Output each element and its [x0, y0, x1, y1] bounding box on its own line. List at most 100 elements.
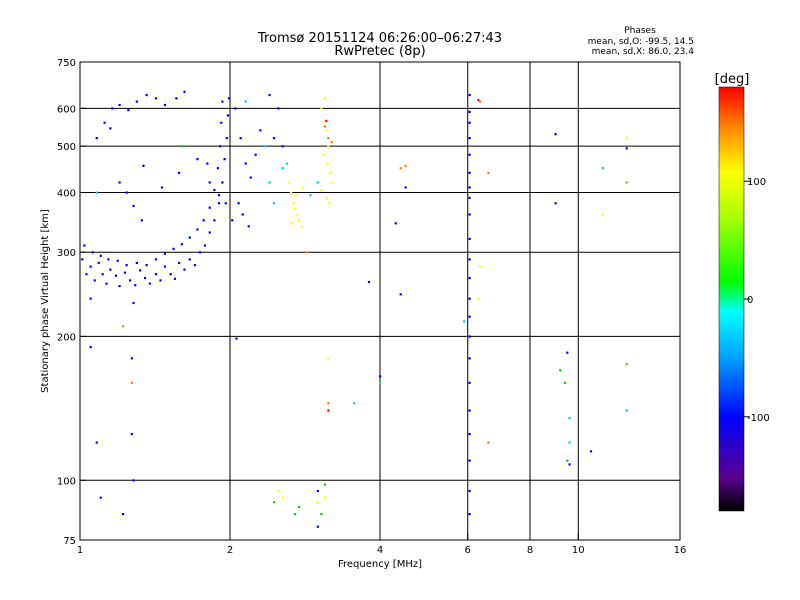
data-point — [263, 145, 267, 148]
data-point — [281, 145, 284, 148]
data-point — [301, 186, 305, 189]
data-point — [323, 496, 327, 499]
phases-stats-o: mean, sd,O: -99.5, 14.5 — [588, 37, 694, 47]
data-point — [625, 137, 628, 140]
data-point — [259, 129, 262, 132]
data-point — [399, 167, 402, 170]
data-point — [154, 258, 158, 261]
data-point — [142, 164, 145, 167]
data-point — [188, 258, 191, 261]
data-point — [154, 273, 158, 276]
x-tick-label: 2 — [227, 545, 233, 556]
data-point — [322, 153, 325, 156]
data-point — [89, 297, 92, 300]
data-point — [220, 121, 223, 124]
data-point — [566, 351, 569, 354]
data-point — [105, 282, 108, 285]
data-point — [477, 98, 480, 102]
x-tick-label: 10 — [572, 545, 585, 556]
data-point — [468, 171, 471, 174]
data-point — [206, 162, 209, 165]
data-point — [140, 219, 143, 222]
data-point — [130, 381, 133, 384]
grid-lines — [80, 62, 680, 540]
data-point — [330, 181, 333, 184]
data-point — [277, 107, 280, 110]
data-point — [122, 325, 125, 328]
data-point — [468, 137, 471, 140]
data-point — [463, 320, 466, 323]
data-point — [468, 409, 471, 412]
data-point — [367, 280, 371, 284]
data-point — [221, 100, 224, 103]
data-point — [183, 268, 186, 271]
y-tick-label: 600 — [57, 104, 76, 115]
data-point — [177, 261, 181, 265]
x-tick-label: 1 — [77, 545, 83, 556]
data-point — [394, 222, 397, 225]
data-point — [568, 441, 571, 444]
data-point — [135, 100, 138, 103]
data-point — [305, 251, 308, 254]
data-point — [323, 97, 327, 100]
data-point — [468, 513, 471, 516]
colorbar-tick-label: 100 — [747, 177, 766, 188]
data-point — [468, 297, 471, 300]
data-point — [183, 90, 186, 93]
x-tick-label: 4 — [377, 545, 383, 556]
data-point — [309, 194, 312, 197]
data-point — [404, 186, 407, 189]
data-point — [107, 258, 110, 261]
data-point — [135, 261, 138, 265]
data-point — [217, 194, 221, 197]
data-point — [379, 381, 382, 384]
data-point — [159, 279, 162, 282]
data-point — [103, 121, 106, 124]
data-point — [132, 301, 135, 305]
data-point — [213, 188, 216, 192]
y-axis-label: Stationary phase Virtual Height [km] — [40, 209, 51, 393]
data-point — [116, 259, 119, 262]
data-point — [323, 121, 327, 124]
chart-subtitle: RwPretec (8p) — [334, 44, 425, 59]
data-point — [163, 103, 167, 107]
data-point — [145, 93, 148, 97]
data-point — [109, 268, 112, 271]
y-tick-label: 500 — [57, 142, 76, 153]
data-point — [132, 479, 135, 482]
data-point — [225, 137, 228, 140]
data-point — [231, 219, 234, 222]
data-point — [163, 252, 167, 255]
data-point — [601, 167, 605, 170]
data-point — [130, 357, 133, 360]
data-point — [316, 525, 319, 528]
data-point — [244, 162, 247, 165]
data-point — [323, 125, 327, 128]
data-point — [625, 363, 628, 366]
data-point — [325, 119, 328, 123]
data-point — [468, 489, 471, 493]
data-point — [202, 219, 205, 222]
data-point — [277, 489, 280, 493]
data-point — [139, 269, 142, 272]
data-point — [568, 463, 571, 466]
data-point — [130, 432, 133, 436]
data-point — [272, 137, 276, 140]
data-point — [175, 97, 178, 100]
data-point — [122, 513, 125, 516]
data-point — [327, 402, 330, 405]
data-point — [268, 93, 271, 97]
data-points — [81, 90, 628, 528]
data-point — [177, 171, 181, 174]
data-point — [244, 100, 247, 103]
data-point — [235, 337, 238, 340]
data-point — [217, 202, 221, 205]
data-point — [114, 274, 118, 277]
data-point — [554, 133, 557, 136]
data-point — [99, 254, 102, 257]
data-point — [601, 213, 605, 216]
data-point — [300, 225, 303, 228]
data-point — [85, 273, 88, 276]
data-point — [320, 188, 323, 192]
data-point — [219, 145, 222, 148]
